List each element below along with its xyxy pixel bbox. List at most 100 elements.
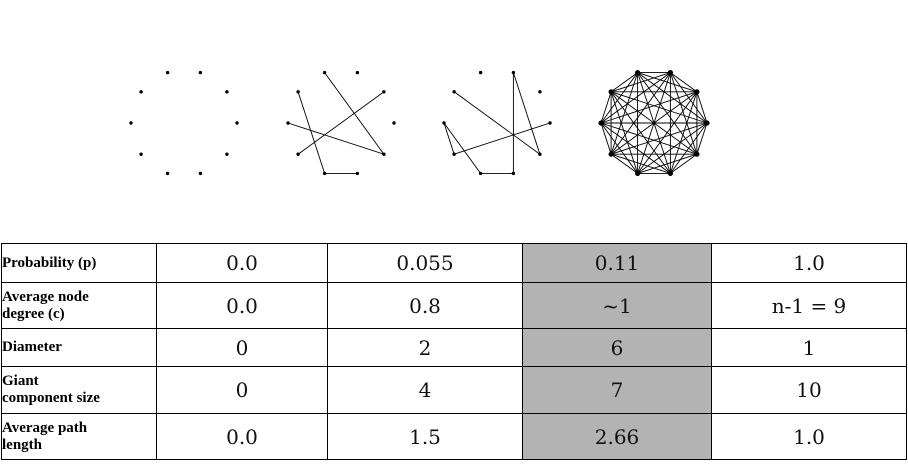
graph-edge <box>610 91 639 174</box>
graph-node <box>139 90 143 94</box>
graph-edge <box>610 72 639 155</box>
row-label-line: component size <box>2 390 100 406</box>
graph-node <box>511 70 516 75</box>
graph-node <box>296 90 300 94</box>
graph-node <box>511 171 516 176</box>
table-cell: 2 <box>327 328 523 367</box>
graph-p-0 <box>129 70 239 176</box>
graph-edge <box>600 122 612 155</box>
graph-node <box>322 70 327 75</box>
graph-edge <box>512 72 541 155</box>
graph-edge <box>610 72 638 93</box>
graph-node <box>165 70 170 75</box>
table-cell: 0.11 <box>522 243 712 283</box>
graph-p-1 <box>598 70 710 176</box>
graph-edge <box>696 122 708 155</box>
table-cell: 0 <box>156 328 328 367</box>
graph-node <box>608 151 614 157</box>
graph-node <box>355 171 360 176</box>
graph-node <box>198 70 203 75</box>
graph-p-0-055 <box>286 70 396 176</box>
table-cell: 0.8 <box>327 282 523 329</box>
graph-edge <box>696 91 708 124</box>
table-row: Average path length 0.0 1.5 2.66 1.0 <box>1 413 907 460</box>
graph-node <box>139 152 143 156</box>
table-body: Probability (p) 0.0 0.055 0.11 1.0 Average no… <box>1 243 907 460</box>
graph-node <box>538 90 542 94</box>
graph-statistics-table: Probability (p) 0.0 0.055 0.11 1.0 Average no… <box>1 243 907 460</box>
row-label-line: length <box>2 436 43 453</box>
graph-edge <box>453 91 541 155</box>
table-cell: 1.0 <box>711 413 907 460</box>
graph-node <box>382 90 386 94</box>
graph-node <box>694 151 700 157</box>
graph-edge <box>669 72 698 155</box>
graph-edge <box>600 72 671 124</box>
table-cell: 7 <box>522 366 712 414</box>
graph-node <box>165 171 170 176</box>
graph-node <box>442 121 446 125</box>
graph-edge <box>610 153 671 174</box>
graph-node <box>478 171 483 176</box>
graph-edge <box>600 122 638 174</box>
graph-edge <box>637 153 698 174</box>
graph-node <box>538 152 542 156</box>
graph-node <box>355 70 360 75</box>
graph-edge <box>610 122 708 155</box>
graph-edge <box>670 72 698 93</box>
graph-edge <box>600 122 671 174</box>
table-cell: 0.0 <box>156 243 328 283</box>
graph-node <box>478 70 483 75</box>
graph-edge <box>600 91 698 124</box>
graph-edge <box>600 91 612 124</box>
graph-edge <box>453 122 551 155</box>
row-label-line: Diameter <box>2 339 62 355</box>
table-cell: ~1 <box>522 282 712 329</box>
graph-node <box>608 89 614 95</box>
table-row: Giant component size 0 4 7 10 <box>1 366 907 414</box>
table-row: Diameter 0 2 6 1 <box>1 328 907 367</box>
graph-node <box>286 121 290 125</box>
graph-edge <box>600 122 698 155</box>
graph-node <box>635 70 641 76</box>
table-cell: 1.5 <box>327 413 523 460</box>
graph-node <box>296 152 300 156</box>
graph-edge <box>443 122 481 174</box>
row-label: Probability (p) <box>1 243 157 283</box>
row-label: Average node degree (c) <box>1 282 157 329</box>
row-label-line: Probability (p) <box>2 254 97 271</box>
graph-edge <box>669 91 698 174</box>
graph-edge <box>287 122 385 155</box>
table-cell: 0 <box>156 366 328 414</box>
graph-node <box>452 152 456 156</box>
row-label: Diameter <box>1 328 157 367</box>
row-label: Average path length <box>1 413 157 460</box>
graph-node <box>129 121 133 125</box>
row-label-line: Average node <box>2 288 89 305</box>
graph-edge <box>297 91 326 174</box>
graph-node <box>235 121 239 125</box>
table-cell: 0.055 <box>327 243 523 283</box>
table-cell: 6 <box>522 328 712 367</box>
graph-node <box>198 171 203 176</box>
table-cell: 1.0 <box>711 243 907 283</box>
graph-node <box>225 90 229 94</box>
graph-node <box>694 89 700 95</box>
table-cell: 4 <box>327 366 523 414</box>
graph-edge <box>610 91 698 155</box>
graph-node <box>667 170 674 176</box>
table-cell: 1 <box>711 328 907 367</box>
graph-edge <box>637 72 708 124</box>
graph-edge <box>637 122 708 174</box>
graph-p-0-11 <box>442 70 552 176</box>
graph-node <box>667 70 674 76</box>
table-cell: 10 <box>711 366 907 414</box>
graph-node <box>635 170 641 176</box>
graph-node <box>225 152 229 156</box>
graph-edge <box>610 91 671 174</box>
table-row: Average node degree (c) 0.0 0.8 ~1 n-1 = 9 <box>1 282 907 329</box>
random-graph-diagrams <box>129 70 710 176</box>
graph-node <box>704 120 710 126</box>
row-label-line: Giant <box>2 373 39 389</box>
graph-node <box>598 120 604 126</box>
